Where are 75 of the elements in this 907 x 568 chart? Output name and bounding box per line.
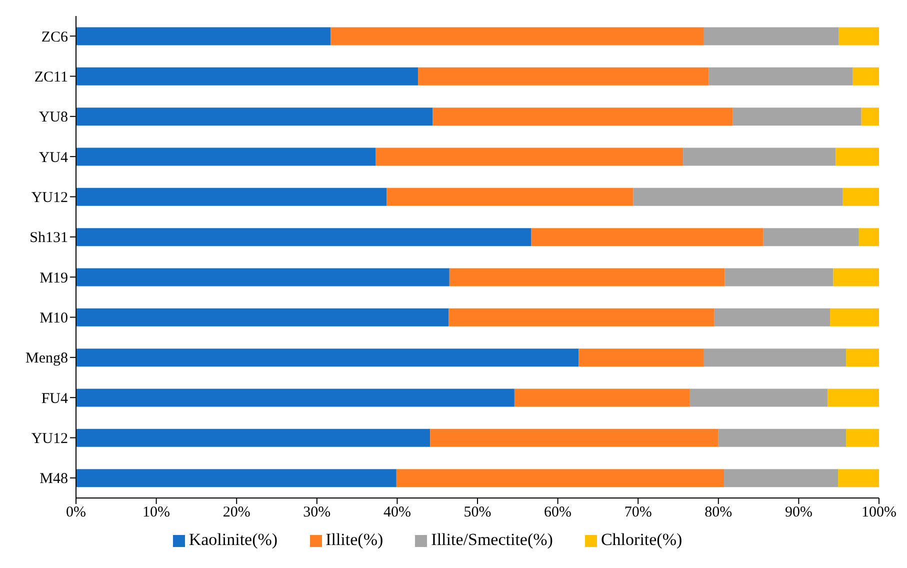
x-tick-label: 60% <box>544 504 572 521</box>
bar <box>76 108 433 126</box>
y-tick-label: ZC6 <box>41 29 68 46</box>
y-tick-label: YU12 <box>31 190 68 206</box>
bar <box>724 469 838 488</box>
bar <box>704 348 846 367</box>
x-tick-label: 80% <box>704 504 732 521</box>
x-tick-label: 70% <box>624 504 652 521</box>
bar <box>833 268 879 286</box>
bar <box>76 428 430 447</box>
bar <box>724 268 834 286</box>
x-tick-label: 40% <box>383 504 411 521</box>
bar <box>578 348 704 367</box>
bar <box>704 27 839 46</box>
bar <box>449 268 725 286</box>
x-tick-label: 100% <box>862 504 896 521</box>
bar <box>76 27 331 46</box>
legend-label: Chlorite(%) <box>600 530 682 549</box>
bar <box>76 348 579 367</box>
bar <box>330 27 704 46</box>
x-tick-label: 30% <box>303 504 331 521</box>
y-tick-label: YU4 <box>38 150 68 166</box>
bar <box>830 308 879 326</box>
bar <box>386 188 634 206</box>
y-tick-label: M10 <box>40 310 68 327</box>
bar <box>689 388 828 407</box>
legend-label: Illite(%) <box>326 530 384 549</box>
bar <box>714 308 830 326</box>
bar <box>76 67 418 86</box>
bar <box>76 268 450 286</box>
bar <box>531 228 764 246</box>
bar <box>683 148 836 166</box>
bar <box>842 188 879 206</box>
y-tick-label: YU12 <box>31 431 68 448</box>
bar <box>76 188 387 206</box>
x-tick-label: 20% <box>222 504 250 521</box>
bar <box>432 108 733 126</box>
y-tick-label: ZC11 <box>34 70 68 86</box>
bar <box>763 228 859 246</box>
bar <box>448 308 714 326</box>
bar <box>852 67 879 86</box>
bar <box>838 27 879 46</box>
y-tick-label: M19 <box>40 270 68 286</box>
bar <box>376 148 684 166</box>
y-tick-label: YU8 <box>38 110 68 126</box>
bar <box>76 228 532 246</box>
x-tick-label: 0% <box>66 504 86 521</box>
bar <box>430 428 718 447</box>
legend-label: Kaolinite(%) <box>188 530 278 549</box>
bar <box>732 108 862 126</box>
x-tick-label: 50% <box>464 504 492 521</box>
bar <box>76 308 449 326</box>
bar <box>76 469 396 488</box>
bar <box>836 148 879 166</box>
x-tick-label: 10% <box>142 504 170 521</box>
y-tick-label: FU4 <box>41 390 68 407</box>
bar <box>846 348 879 367</box>
bar <box>514 388 690 407</box>
bar <box>418 67 709 86</box>
bar <box>396 469 724 488</box>
bar <box>861 108 879 126</box>
bar <box>708 67 852 86</box>
bar <box>828 388 879 407</box>
bar <box>76 388 514 407</box>
legend-label: Illite/Smectite(%) <box>431 530 553 549</box>
x-tick-label: 90% <box>784 504 812 521</box>
bar <box>858 228 879 246</box>
bar <box>838 469 879 488</box>
bar <box>846 428 879 447</box>
y-tick-label: M48 <box>40 471 68 488</box>
bar <box>633 188 843 206</box>
bar <box>76 148 376 166</box>
bar <box>718 428 846 447</box>
y-tick-label: Meng8 <box>26 350 68 367</box>
y-tick-label: Sh131 <box>30 230 68 246</box>
